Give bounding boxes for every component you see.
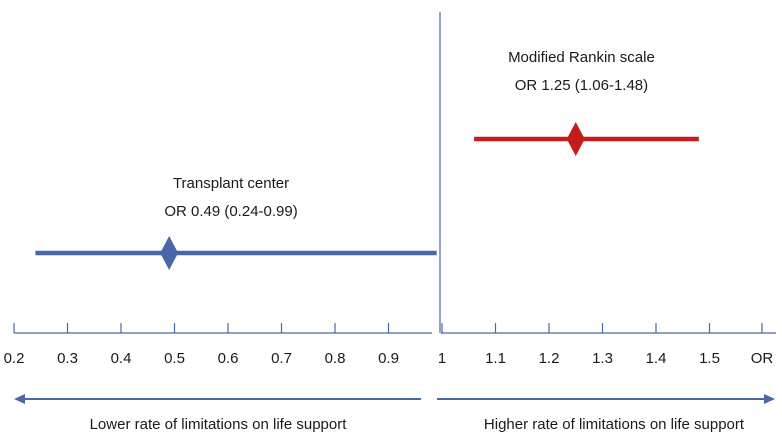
series-name-label: Transplant center bbox=[173, 175, 289, 192]
point-estimate-diamond bbox=[160, 236, 179, 270]
arrow-right-head bbox=[764, 394, 775, 404]
x-tick-label: 0.7 bbox=[271, 350, 292, 367]
series-name-label: Modified Rankin scale bbox=[508, 49, 655, 66]
direction-label-lower: Lower rate of limitations on life suppor… bbox=[90, 416, 348, 433]
x-tick-label: 1.4 bbox=[646, 350, 667, 367]
x-tick-label: 1.5 bbox=[699, 350, 720, 367]
arrow-left-head bbox=[14, 394, 25, 404]
direction-arrows bbox=[14, 394, 775, 404]
x-tick-label: 1.1 bbox=[485, 350, 506, 367]
x-axis-ticks bbox=[13, 323, 763, 333]
x-tick-label: 1.3 bbox=[592, 350, 613, 367]
x-tick-label: 0.9 bbox=[378, 350, 399, 367]
x-tick-label: 0.3 bbox=[57, 350, 78, 367]
x-tick-label: 0.8 bbox=[325, 350, 346, 367]
series-row: Transplant center OR 0.49 (0.24-0.99) bbox=[35, 175, 437, 270]
series-group: Transplant center OR 0.49 (0.24-0.99) Modi… bbox=[35, 49, 699, 270]
series-row: Modified Rankin scale OR 1.25 (1.06-1.48) bbox=[474, 49, 699, 156]
point-estimate-diamond bbox=[566, 122, 585, 156]
direction-label-higher: Higher rate of limitations on life suppo… bbox=[484, 416, 745, 433]
x-tick-label: 0.5 bbox=[164, 350, 185, 367]
x-axis: 0.2 0.3 0.4 0.5 0.6 0.7 0.8 0.9 1 1.1 1.2 1.3 1.4 1.5… bbox=[4, 323, 776, 367]
x-tick-label: 0.6 bbox=[218, 350, 239, 367]
series-estimate-label: OR 1.25 (1.06-1.48) bbox=[515, 77, 648, 94]
x-tick-label: 0.2 bbox=[4, 350, 25, 367]
x-tick-label: 1 bbox=[438, 350, 446, 367]
x-tick-label: 0.4 bbox=[111, 350, 132, 367]
series-estimate-label: OR 0.49 (0.24-0.99) bbox=[164, 203, 297, 220]
x-axis-unit-label: OR bbox=[751, 350, 774, 367]
x-axis-tick-labels: 0.2 0.3 0.4 0.5 0.6 0.7 0.8 0.9 1 1.1 1.2 1.3 1.4 1.5 bbox=[4, 350, 720, 367]
x-tick-label: 1.2 bbox=[539, 350, 560, 367]
